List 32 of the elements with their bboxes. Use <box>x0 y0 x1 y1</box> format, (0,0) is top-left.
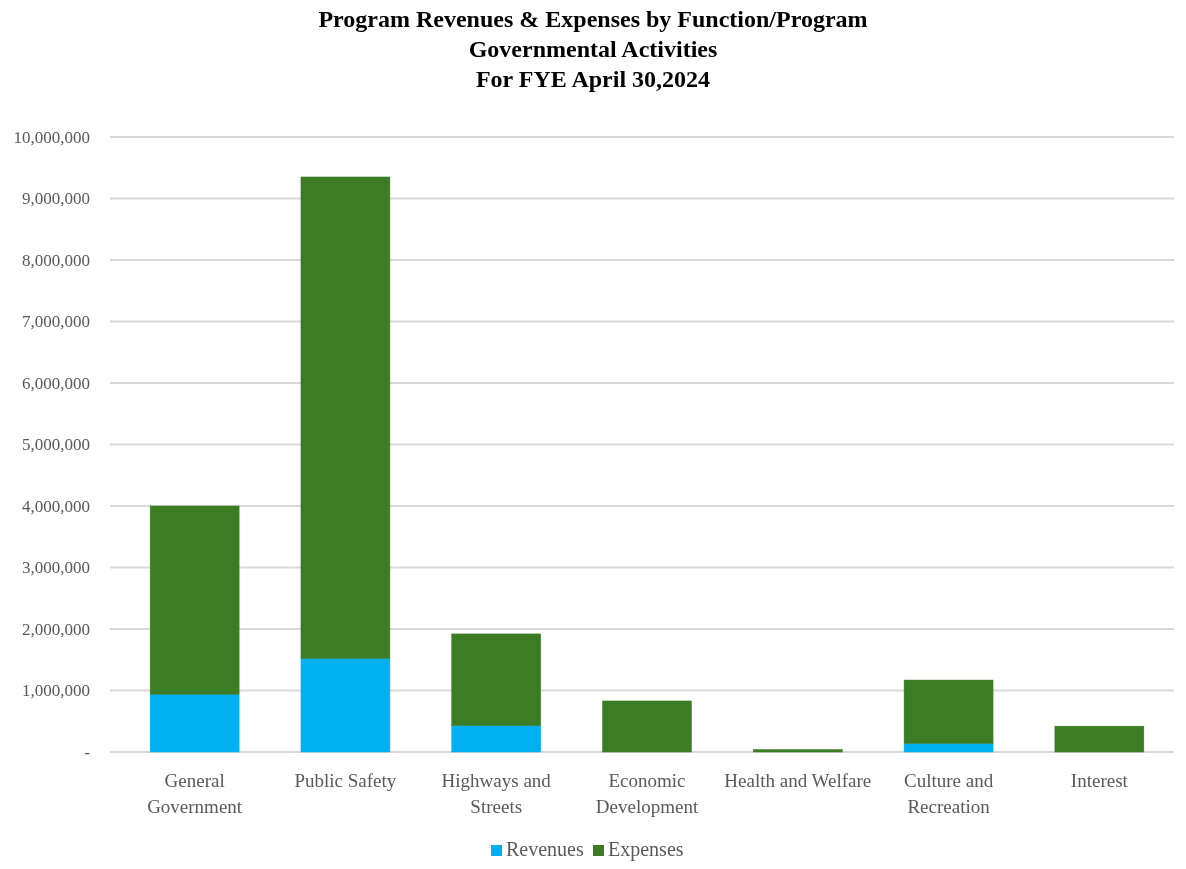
y-tick-label: 10,000,000 <box>13 127 90 147</box>
y-tick-label: 6,000,000 <box>22 373 90 393</box>
x-tick-label: Health and Welfare <box>724 770 872 791</box>
y-tick-label: 9,000,000 <box>22 189 90 209</box>
bar <box>300 176 391 659</box>
y-tick-label: 7,000,000 <box>22 312 90 332</box>
bar <box>149 505 240 695</box>
y-tick-label: - <box>84 742 91 762</box>
bar <box>149 693 240 753</box>
y-tick-label: 3,000,000 <box>22 558 90 578</box>
y-tick-label: 1,000,000 <box>22 681 90 701</box>
bar <box>451 725 541 753</box>
chart-title: Program Revenues & Expenses by Function/Program Governmental Activities For FYE April 30,2024 <box>318 6 868 92</box>
bar <box>602 700 692 753</box>
bar <box>753 749 843 753</box>
bar <box>903 679 994 744</box>
legend-label: Expenses <box>608 838 684 861</box>
x-tick-label: General Government <box>147 770 243 817</box>
bar <box>300 658 391 753</box>
x-tick-label: Interest <box>1070 770 1129 791</box>
y-tick-label: 8,000,000 <box>22 250 90 270</box>
y-tick-label: 4,000,000 <box>22 496 90 516</box>
y-tick-label: 2,000,000 <box>22 619 90 639</box>
bar <box>1054 725 1145 753</box>
x-tick-label: Public Safety <box>294 770 397 791</box>
bar <box>903 743 994 753</box>
x-tick-label: Economic Development <box>595 770 699 817</box>
x-tick-label: Highways and Streets <box>441 770 552 817</box>
x-tick-label: Culture and Recreation <box>903 770 994 817</box>
bar <box>451 633 541 726</box>
legend-label: Revenues <box>506 838 584 860</box>
y-tick-label: 5,000,000 <box>22 435 90 455</box>
